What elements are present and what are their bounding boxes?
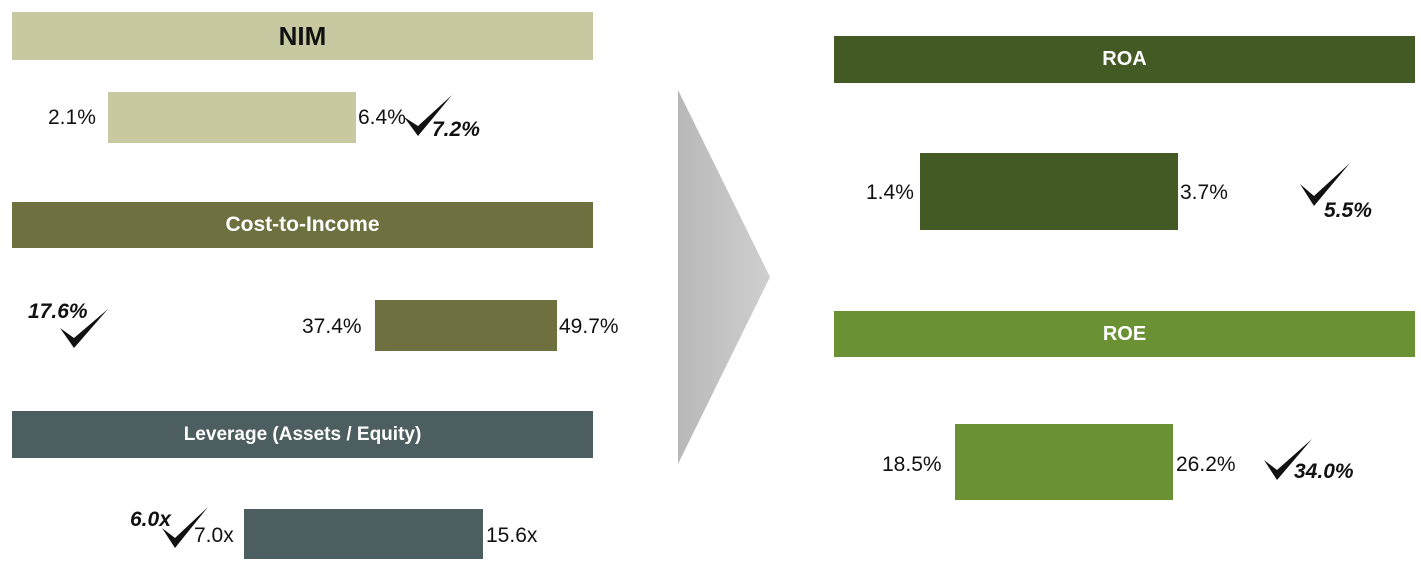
nim-range-bar [108, 92, 356, 143]
cost-to-income-range-bar [375, 300, 557, 351]
roe-title: ROE [1102, 322, 1147, 345]
chevron-arrow-icon [678, 90, 770, 464]
roa-check-icon [1300, 163, 1350, 206]
nim-header: NIM [12, 12, 593, 60]
nim-check-icon [404, 95, 452, 136]
leverage-high-value: 15.6x [486, 524, 538, 547]
leverage-low-value: 7.0x [194, 524, 234, 547]
roe-low-value: 18.5% [882, 453, 942, 476]
cost-to-income-header: Cost-to-Income [12, 202, 593, 248]
nim-title: NIM [278, 20, 327, 51]
cost-to-income-target-value: 17.6% [28, 300, 88, 323]
roe-target-value: 34.0% [1294, 460, 1354, 483]
cost-to-income-high-value: 49.7% [559, 315, 619, 338]
cost-to-income-title: Cost-to-Income [225, 213, 380, 236]
roe-check-icon [1264, 439, 1312, 480]
roa-target-value: 5.5% [1324, 199, 1372, 222]
roa-low-value: 1.4% [866, 181, 914, 204]
leverage-header: Leverage (Assets / Equity) [12, 411, 593, 458]
roa-title: ROA [1102, 48, 1147, 70]
roe-high-value: 26.2% [1176, 453, 1236, 476]
leverage-range-bar [244, 509, 483, 559]
roa-header: ROA [834, 36, 1415, 83]
leverage-title: Leverage (Assets / Equity) [183, 423, 422, 445]
nim-target-value: 7.2% [432, 118, 480, 141]
nim-high-value: 6.4% [358, 106, 406, 129]
cost-to-income-check-icon [60, 309, 108, 348]
roe-header: ROE [834, 311, 1415, 357]
roe-range-bar [955, 424, 1173, 500]
roa-high-value: 3.7% [1180, 181, 1228, 204]
roa-range-bar [920, 153, 1178, 230]
leverage-target-value: 6.0x [130, 508, 171, 531]
leverage-check-icon [162, 507, 208, 548]
nim-low-value: 2.1% [48, 106, 96, 129]
cost-to-income-low-value: 37.4% [302, 315, 362, 338]
